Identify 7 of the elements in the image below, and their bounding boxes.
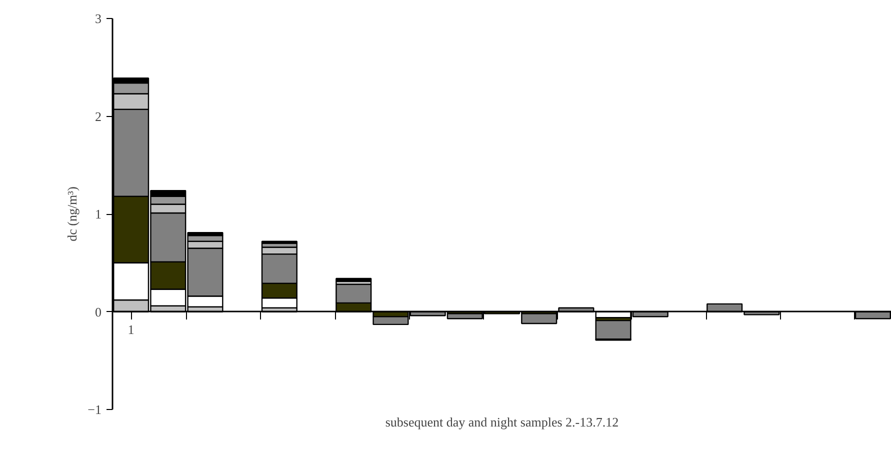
x-axis-title: subsequent day and night samples 2.-13.7.12 [385, 414, 619, 430]
y-tick-label: 3 [95, 11, 102, 26]
y-axis-title: dc (ng/m³) [64, 186, 80, 242]
y-tick-label: 1 [95, 206, 102, 222]
y-tick-label: −1 [88, 402, 102, 417]
y-tick-label: 2 [95, 108, 102, 124]
y-tick-label: 0 [95, 304, 102, 320]
